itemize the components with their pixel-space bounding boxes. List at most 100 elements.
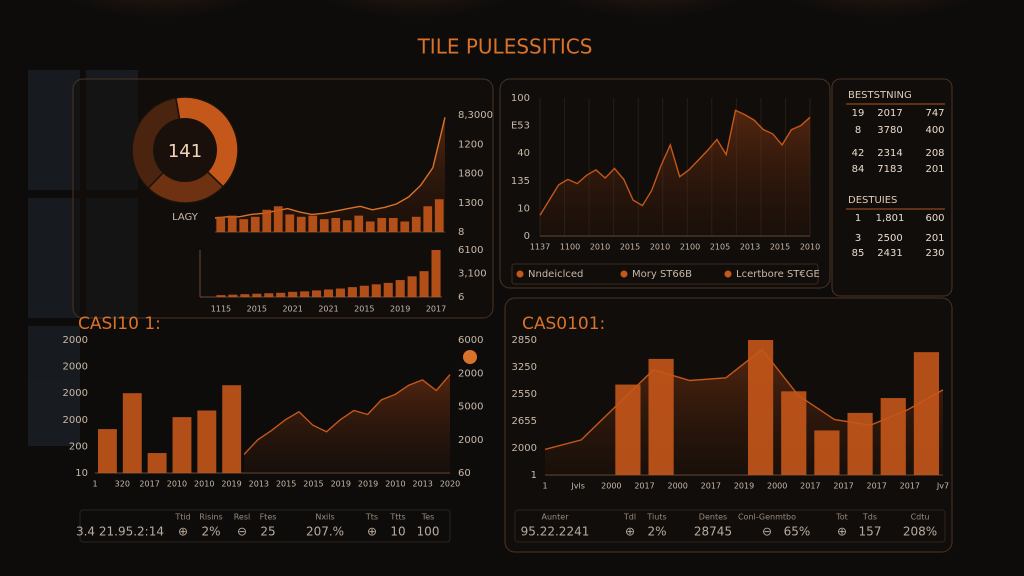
- axis-label: 10: [517, 203, 530, 214]
- data-line: [243, 374, 451, 455]
- table-cell: 201: [925, 164, 944, 175]
- stat-value: 208%: [903, 525, 937, 539]
- x-tick-label: 2017: [833, 482, 853, 491]
- bar: [913, 352, 940, 475]
- bar: [216, 216, 226, 232]
- bar: [172, 417, 192, 473]
- stat-value: 3.4 21.95.2:14: [76, 525, 164, 539]
- chart-title: CAS0101:: [522, 314, 605, 334]
- x-tick-label: 2000: [767, 482, 787, 491]
- legend-label: Nndeiclced: [528, 269, 583, 280]
- dashboard-title: TILE PULESSITICS: [417, 35, 593, 59]
- chart-title: CASI10 1:: [78, 314, 161, 334]
- axis-label: 2550: [512, 389, 537, 400]
- stat-label: Tds: [862, 513, 877, 522]
- bar: [434, 199, 444, 232]
- stat-value: 65%: [784, 525, 811, 539]
- donut-caption: LAGY: [172, 212, 199, 223]
- bar: [276, 292, 286, 297]
- axis-label: 2655: [512, 416, 537, 427]
- table-cell: 7183: [877, 164, 902, 175]
- stats-bar: [79, 509, 451, 543]
- table-cell: 85: [852, 248, 865, 259]
- table-cell: 201: [925, 233, 944, 244]
- stat-label: Risins: [199, 513, 222, 522]
- x-tick-label: 2000: [601, 482, 621, 491]
- table-cell: 84: [852, 164, 865, 175]
- axis-label: 8: [458, 227, 464, 238]
- table-cell: 208: [925, 148, 944, 159]
- x-tick-label: 2021: [318, 305, 338, 314]
- stat-label: Resl: [234, 513, 251, 522]
- x-tick-label: 320: [115, 480, 130, 489]
- legend-box: [511, 263, 819, 285]
- axis-label: 6100: [458, 245, 483, 256]
- bar: [354, 215, 364, 232]
- stat-value: 28745: [694, 525, 732, 539]
- x-tick-label: 2019: [734, 482, 754, 491]
- bar: [227, 215, 237, 232]
- stat-label: Nxils: [315, 513, 334, 522]
- table-header: BESTSTNING: [848, 90, 912, 101]
- table-cell: 3: [855, 233, 861, 244]
- bar: [308, 215, 318, 232]
- table-cell: 600: [925, 213, 944, 224]
- stat-value: 95.22.2241: [521, 525, 590, 539]
- window-pane: [28, 326, 80, 446]
- bar: [781, 391, 807, 475]
- axis-label: 8,3000: [458, 110, 493, 121]
- stat-label: Tiuts: [646, 513, 666, 522]
- bar: [383, 282, 393, 297]
- axis-label: 3250: [512, 362, 537, 373]
- legend-dot: [724, 270, 732, 278]
- x-tick-label: 2017: [139, 480, 159, 489]
- stat-value: 2%: [647, 525, 666, 539]
- bar: [615, 384, 641, 475]
- line-area: [244, 374, 450, 473]
- window-pane: [28, 198, 80, 318]
- x-tick-label: 2013: [740, 243, 760, 252]
- x-tick-label: 1100: [560, 243, 580, 252]
- stat-label: Tts: [365, 513, 378, 522]
- bar: [288, 291, 298, 297]
- bar: [250, 216, 260, 232]
- bar: [323, 289, 334, 297]
- panel: [831, 78, 953, 297]
- data-line: [214, 117, 446, 219]
- bar: [423, 206, 433, 232]
- bar: [262, 209, 272, 232]
- bar: [264, 293, 274, 297]
- x-tick-label: 2013: [249, 480, 269, 489]
- axis-label: E53: [511, 121, 530, 132]
- data-line: [544, 348, 944, 451]
- bar: [388, 217, 398, 232]
- bar: [400, 221, 410, 232]
- donut-center: 141: [168, 141, 202, 162]
- bar: [847, 412, 873, 475]
- bar: [296, 216, 306, 232]
- data-line: [539, 109, 811, 216]
- bar: [648, 358, 674, 475]
- bar: [216, 295, 226, 297]
- stat-value: 2%: [201, 525, 220, 539]
- x-tick-label: 1115: [211, 305, 231, 314]
- axis-label: 6: [458, 292, 464, 303]
- x-tick-label: 2010: [590, 243, 610, 252]
- stat-label: Ttid: [174, 513, 190, 522]
- x-tick-label: 2010: [650, 243, 670, 252]
- line-area: [215, 117, 445, 232]
- bar: [222, 385, 242, 473]
- x-tick-label: 2021: [282, 305, 302, 314]
- light-glow: [510, 0, 790, 90]
- stat-label: Conl-Genmtbo: [738, 513, 796, 522]
- bar: [285, 214, 295, 232]
- axis-label: 2000: [458, 435, 483, 446]
- bar: [365, 221, 375, 232]
- table-cell: 42: [852, 148, 865, 159]
- x-tick-label: 2015: [354, 305, 374, 314]
- bar: [239, 219, 249, 232]
- stat-label: Tot: [835, 513, 848, 522]
- stat-label: Tes: [421, 513, 435, 522]
- legend-dot: [516, 270, 524, 278]
